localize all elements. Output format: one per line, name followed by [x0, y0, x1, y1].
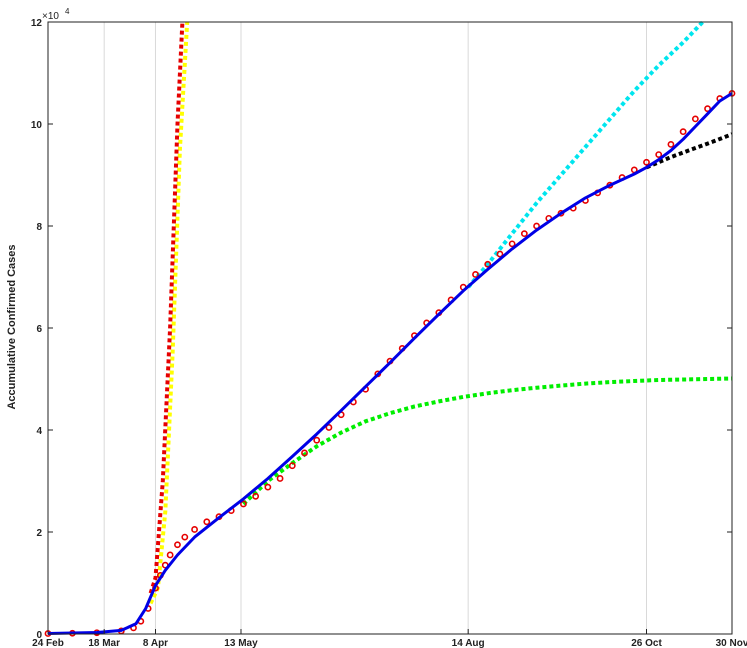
x-tick-label: 13 May — [224, 638, 258, 648]
data-point — [484, 260, 492, 268]
data-point — [520, 230, 528, 238]
y-axis-label: Accumulative Confirmed Cases — [6, 244, 18, 409]
y-tick-label: 6 — [36, 324, 42, 335]
data-point — [496, 250, 504, 258]
x-tick-label: 24 Feb — [32, 638, 64, 648]
data-point — [264, 483, 272, 491]
data-point — [203, 518, 211, 526]
y-tick-label: 4 — [36, 426, 42, 437]
data-point — [679, 128, 687, 136]
data-point — [174, 541, 181, 549]
y-exponent-power: 4 — [65, 7, 70, 16]
data-point — [166, 551, 174, 559]
y-tick-label: 0 — [36, 630, 42, 641]
data-point — [276, 475, 284, 482]
x-tick-label: 14 Aug — [452, 638, 485, 648]
data-point — [325, 424, 333, 431]
y-tick-label: 2 — [36, 528, 42, 539]
series-green-dotted — [242, 376, 733, 506]
y-tick-label: 8 — [36, 222, 42, 233]
series-layer — [44, 20, 736, 637]
data-point — [472, 271, 479, 278]
data-point — [655, 151, 663, 158]
y-tick-labels: 0 2 4 6 8 10 12 — [31, 18, 43, 641]
data-point — [191, 526, 198, 533]
series-red-dotted — [148, 21, 185, 594]
data-point — [240, 500, 247, 508]
data-point — [704, 105, 711, 113]
y-tick-label: 10 — [31, 120, 43, 131]
series-blue-fit — [47, 92, 733, 635]
data-point — [301, 449, 308, 457]
x-tick-label: 8 Apr — [143, 638, 168, 648]
data-point — [643, 158, 650, 166]
data-point — [508, 240, 516, 248]
data-point — [313, 436, 321, 444]
x-tick-label: 18 Mar — [88, 638, 120, 648]
series-black-dotted — [645, 132, 733, 170]
vertical-grid — [103, 22, 647, 634]
data-point — [667, 140, 675, 148]
y-exponent-base: ×10 — [42, 11, 59, 22]
x-tick-labels: 24 Feb 18 Mar 8 Apr 13 May 14 Aug 26 Oct 30 No… — [32, 638, 747, 648]
data-point — [181, 533, 189, 541]
x-tick-label: 26 Oct — [631, 638, 662, 648]
data-point — [691, 115, 699, 123]
data-point — [288, 462, 296, 470]
series-cyan-dotted — [466, 20, 705, 289]
ticks — [47, 21, 733, 635]
plot-background — [48, 22, 732, 634]
data-point — [252, 492, 260, 500]
y-tick-label: 12 — [31, 18, 43, 29]
x-tick-label: 30 Nov — [716, 638, 747, 648]
